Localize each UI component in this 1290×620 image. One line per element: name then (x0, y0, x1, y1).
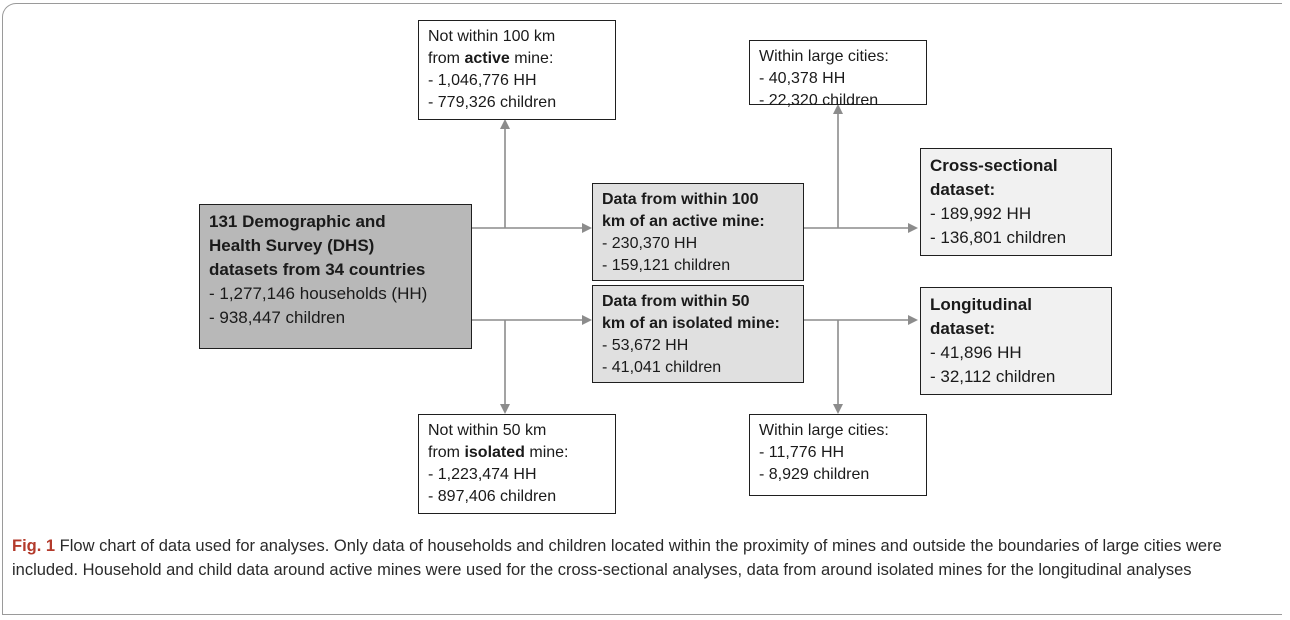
figure-label: Fig. 1 (12, 537, 56, 555)
cross-sectional-children: - 136,801 children (930, 228, 1067, 247)
excluded-active-children: - 779,326 children (428, 94, 557, 111)
cross-sectional-title-line-1: Cross-sectional (930, 156, 1058, 175)
figure-caption: Fig. 1 Flow chart of data used for analy… (12, 534, 1282, 582)
arrowhead-excluded-active (500, 119, 510, 129)
excluded-isolated-keyword: isolated (464, 444, 525, 461)
cities-isolated-title: Within large cities: (759, 422, 889, 439)
excluded-active-box: Not within 100 km from active mine: - 1,… (418, 20, 616, 120)
cross-sectional-box: Cross-sectional dataset: - 189,992 HH - … (920, 148, 1112, 256)
active-mine-households: - 230,370 HH (602, 235, 698, 252)
arrowhead-longitudinal (908, 315, 918, 325)
active-mine-title-line-1: Data from within 100 (602, 191, 759, 208)
cities-isolated-box: Within large cities: - 11,776 HH - 8,929… (749, 414, 927, 496)
longitudinal-children: - 32,112 children (930, 367, 1056, 386)
isolated-mine-box: Data from within 50 km of an isolated mi… (592, 285, 804, 383)
excluded-isolated-box: Not within 50 km from isolated mine: - 1… (418, 414, 616, 514)
arrowhead-cross (908, 223, 918, 233)
longitudinal-title-line-2: dataset: (930, 319, 996, 338)
cities-isolated-households: - 11,776 HH (759, 444, 845, 461)
excluded-active-line-2: from active mine: (428, 50, 554, 67)
cities-active-households: - 40,378 HH (759, 70, 846, 87)
isolated-mine-title-line-2: km of an isolated mine: (602, 315, 780, 332)
excluded-active-keyword: active (464, 50, 510, 67)
excluded-isolated-households: - 1,223,474 HH (428, 466, 537, 483)
cities-active-title: Within large cities: (759, 48, 889, 65)
isolated-mine-children: - 41,041 children (602, 359, 722, 376)
active-mine-box: Data from within 100 km of an active min… (592, 183, 804, 281)
source-children: - 938,447 children (209, 308, 346, 327)
source-households: - 1,277,146 households (HH) (209, 284, 428, 303)
arrowhead-active (582, 223, 592, 233)
source-title-line-1: 131 Demographic and (209, 212, 386, 231)
isolated-mine-households: - 53,672 HH (602, 337, 689, 354)
active-mine-children: - 159,121 children (602, 257, 731, 274)
longitudinal-title-line-1: Longitudinal (930, 295, 1032, 314)
longitudinal-box: Longitudinal dataset: - 41,896 HH - 32,1… (920, 287, 1112, 395)
source-datasets-box: 131 Demographic and Health Survey (DHS) … (199, 204, 472, 349)
arrowhead-excluded-isolated (500, 404, 510, 414)
excluded-isolated-line-2: from isolated mine: (428, 444, 569, 461)
arrowhead-cities-isolated (833, 404, 843, 414)
longitudinal-households: - 41,896 HH (930, 343, 1022, 362)
arrowhead-isolated (582, 315, 592, 325)
active-mine-title-line-2: km of an active mine: (602, 213, 765, 230)
figure-frame (2, 3, 1282, 615)
cross-sectional-households: - 189,992 HH (930, 204, 1032, 223)
excluded-active-households: - 1,046,776 HH (428, 72, 537, 89)
cities-active-children: - 22,320 children (759, 92, 879, 109)
cross-sectional-title-line-2: dataset: (930, 180, 996, 199)
excluded-active-line-1: Not within 100 km (428, 28, 556, 45)
excluded-isolated-children: - 897,406 children (428, 488, 557, 505)
source-title-line-2: Health Survey (DHS) (209, 236, 375, 255)
excluded-isolated-line-1: Not within 50 km (428, 422, 547, 439)
cities-active-box: Within large cities: - 40,378 HH - 22,32… (749, 40, 927, 109)
isolated-mine-title-line-1: Data from within 50 (602, 293, 750, 310)
source-title-line-3: datasets from 34 countries (209, 260, 426, 279)
arrowhead-cities-active (833, 104, 843, 114)
caption-text: Flow chart of data used for analyses. On… (12, 537, 1222, 579)
cities-isolated-children: - 8,929 children (759, 466, 870, 483)
